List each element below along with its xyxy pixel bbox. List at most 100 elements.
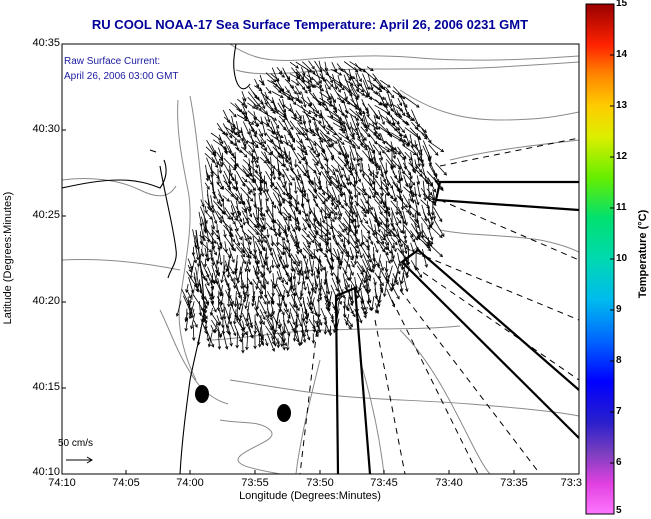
current-vector-head — [296, 307, 300, 312]
current-vector — [206, 289, 213, 297]
current-vector-head — [200, 253, 205, 258]
current-vector-head — [283, 264, 287, 269]
current-vector — [385, 176, 393, 189]
current-vector — [208, 332, 213, 347]
current-vector — [373, 243, 379, 253]
current-vector-head — [296, 263, 300, 267]
current-vector-head — [325, 158, 329, 163]
current-vector — [378, 216, 391, 234]
current-vector-head — [394, 241, 398, 246]
current-label: Raw Surface Current: — [64, 56, 161, 67]
current-vector — [308, 127, 315, 133]
current-vector — [385, 86, 395, 99]
current-vector-head — [323, 281, 327, 286]
current-vector-head — [417, 236, 421, 241]
current-vector-head — [425, 180, 430, 185]
current-vector-head — [399, 229, 403, 234]
current-vector — [204, 235, 214, 245]
current-vector-head — [432, 216, 437, 220]
current-vector-head — [296, 272, 300, 276]
current-vector-head — [269, 226, 273, 231]
current-vector — [330, 242, 332, 261]
current-vector — [380, 246, 389, 256]
current-vector-head — [259, 213, 264, 218]
current-vector — [414, 127, 428, 138]
current-vector-head — [238, 236, 243, 241]
current-vector — [222, 195, 230, 202]
current-vector — [206, 330, 214, 348]
current-vector — [306, 68, 314, 88]
current-vector — [194, 240, 199, 260]
current-vector-head — [284, 281, 289, 286]
current-vector-head — [363, 210, 367, 214]
current-vector — [396, 122, 405, 133]
current-vector — [263, 279, 266, 290]
current-vector — [307, 188, 317, 199]
map-content — [62, 44, 579, 474]
current-vector-head — [238, 338, 243, 343]
current-vector — [319, 66, 329, 76]
current-vector — [287, 308, 292, 324]
current-vector-head — [345, 154, 350, 159]
current-vector-head — [261, 321, 265, 326]
current-vector — [242, 327, 244, 337]
current-vector — [320, 170, 332, 186]
x-tick-label: 74:05 — [112, 477, 140, 489]
current-vector — [416, 217, 422, 235]
y-tick-label: 40:35 — [32, 37, 60, 49]
current-vector-head — [219, 292, 223, 297]
current-vector — [193, 320, 198, 328]
current-vector-head — [365, 210, 370, 215]
current-vector — [308, 60, 315, 70]
current-vector — [360, 198, 369, 214]
current-vector — [373, 207, 380, 226]
current-vector-head — [363, 213, 367, 218]
current-vector-head — [365, 107, 369, 112]
current-vector-head — [306, 336, 311, 341]
current-vector — [386, 213, 389, 227]
current-vector — [220, 296, 223, 306]
current-vector — [367, 240, 369, 249]
current-vector-head — [315, 283, 319, 288]
current-vector-head — [229, 342, 233, 347]
current-vector — [421, 132, 428, 140]
current-vector-head — [381, 248, 385, 253]
current-vector — [218, 332, 220, 350]
current-vector — [342, 242, 349, 255]
current-vector-head — [300, 204, 305, 209]
current-vector — [302, 164, 310, 179]
current-vector — [318, 60, 324, 80]
current-vector — [350, 103, 366, 114]
current-vector-head — [251, 149, 255, 153]
current-vector-head — [364, 125, 368, 129]
current-vector — [218, 308, 223, 320]
current-vector — [378, 110, 385, 125]
current-vector — [404, 180, 415, 195]
current-vector-head — [348, 169, 353, 174]
current-vector-head — [276, 341, 280, 345]
current-vector-head — [324, 107, 329, 111]
current-vector — [259, 156, 267, 164]
current-vector — [318, 146, 326, 152]
current-vector-head — [244, 305, 248, 310]
current-vector-head — [356, 83, 360, 88]
current-vector — [360, 85, 370, 97]
current-vector — [278, 91, 291, 99]
current-vector — [337, 204, 342, 217]
current-vector-head — [255, 164, 259, 169]
y-tick-label: 40:15 — [32, 381, 60, 393]
current-vector-head — [339, 260, 344, 265]
current-vector-head — [311, 129, 315, 134]
current-vector-head — [355, 318, 360, 323]
current-vector — [225, 134, 233, 145]
current-vector — [212, 139, 227, 150]
current-vector — [367, 115, 380, 130]
current-vector — [295, 61, 312, 73]
current-vector-head — [432, 202, 437, 206]
current-vector-head — [322, 124, 326, 129]
current-vector — [356, 158, 360, 167]
current-vector-head — [399, 108, 404, 112]
current-vector-head — [366, 230, 371, 234]
current-vector — [313, 237, 319, 252]
current-vector-head — [401, 230, 406, 235]
